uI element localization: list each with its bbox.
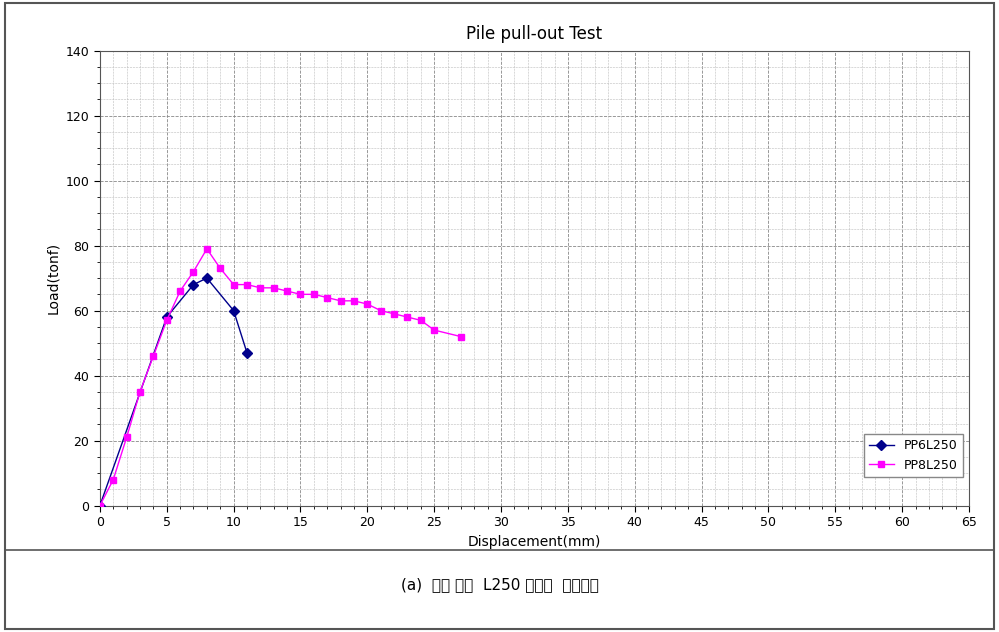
PP8L250	[281, 288, 293, 295]
PP8L250	[241, 281, 253, 288]
PP8L250	[335, 297, 347, 305]
PP8L250	[134, 388, 146, 396]
PP8L250	[415, 317, 427, 324]
PP8L250	[148, 352, 160, 360]
PP8L250	[348, 297, 360, 305]
PP8L250	[322, 294, 334, 301]
PP8L250	[255, 284, 267, 291]
X-axis label: Displacement(mm): Displacement(mm)	[468, 535, 601, 549]
PP8L250	[188, 268, 200, 276]
PP6L250	[94, 502, 106, 509]
Legend: PP6L250, PP8L250: PP6L250, PP8L250	[864, 434, 963, 477]
PP8L250	[268, 284, 280, 291]
PP8L250	[161, 317, 173, 324]
Y-axis label: Load(tonf): Load(tonf)	[46, 242, 60, 314]
PP8L250	[429, 326, 441, 334]
PP8L250	[388, 310, 400, 318]
PP8L250	[295, 291, 307, 298]
PP6L250	[201, 274, 213, 282]
PP6L250	[228, 307, 240, 314]
PP8L250	[214, 265, 226, 272]
PP8L250	[308, 291, 320, 298]
PP8L250	[375, 307, 387, 314]
PP8L250	[228, 281, 240, 288]
PP8L250	[121, 434, 133, 441]
Line: PP6L250: PP6L250	[97, 275, 251, 509]
PP8L250	[201, 245, 213, 253]
PP6L250	[188, 281, 200, 288]
PP8L250	[362, 300, 374, 308]
PP8L250	[455, 333, 467, 341]
PP8L250	[174, 288, 186, 295]
Title: Pile pull-out Test: Pile pull-out Test	[467, 25, 602, 44]
PP8L250	[94, 502, 106, 509]
PP8L250	[402, 313, 414, 321]
Text: (a)  충전 깊이  L250 모델의  포락곡선: (a) 충전 깊이 L250 모델의 포락곡선	[401, 577, 598, 592]
PP8L250	[107, 476, 119, 483]
PP6L250	[161, 313, 173, 321]
PP6L250	[241, 349, 253, 356]
Line: PP8L250: PP8L250	[97, 245, 465, 509]
